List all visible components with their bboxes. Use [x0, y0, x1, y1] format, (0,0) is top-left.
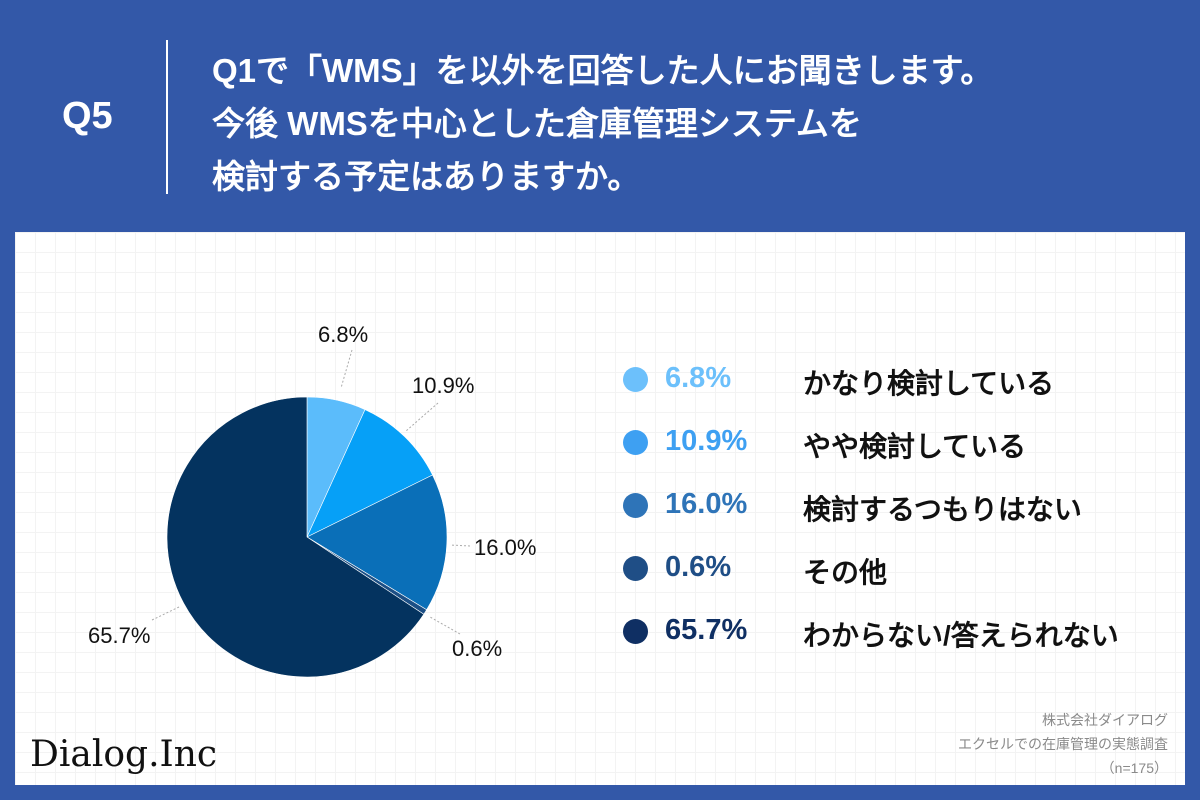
leader-line	[151, 606, 180, 621]
legend-value: 0.6%	[665, 551, 732, 583]
title-line: Q1で「WMS」を以外を回答した人にお聞きします。	[212, 52, 994, 89]
pie-slice	[306, 409, 433, 538]
title-line: 今後 WMSを中心とした倉庫管理システムを	[212, 105, 862, 142]
legend-dot-icon	[623, 367, 648, 392]
slice-label: 0.6%	[452, 636, 502, 661]
slice-label: 65.7%	[88, 623, 150, 648]
question-number: Q5	[62, 95, 113, 137]
pie-chart: 6.8% 10.9% 16.0% 0.6% 65.7%	[88, 322, 536, 678]
question-title: Q1で「WMS」を以外を回答した人にお聞きします。 今後 WMSを中心とした倉庫…	[212, 44, 993, 203]
legend-label: かなり検討している	[803, 368, 1055, 399]
legend-value: 65.7%	[665, 614, 748, 646]
leader-line	[340, 349, 353, 389]
legend-label: その他	[803, 557, 888, 588]
source-line: エクセルでの在庫管理の実態調査	[958, 736, 1168, 752]
legend-label: やや検討している	[803, 431, 1027, 462]
leader-line	[429, 616, 461, 635]
company-logo: Dialog.Inc	[30, 734, 218, 775]
slice-label: 6.8%	[318, 322, 368, 347]
legend-value: 6.8%	[665, 362, 732, 394]
legend-dot-icon	[623, 493, 648, 518]
header-divider	[166, 40, 168, 194]
legend-dot-icon	[623, 619, 648, 644]
slice-label: 16.0%	[474, 535, 536, 560]
leader-line	[405, 402, 439, 432]
leader-line	[449, 544, 471, 547]
legend-dot-icon	[623, 430, 648, 455]
legend-label: 検討するつもりはない	[803, 494, 1082, 525]
legend-label: わからない/答えられない	[803, 620, 1119, 651]
pie-slice	[306, 474, 448, 611]
source-line: （n=175）	[1100, 760, 1168, 776]
slice-label: 10.9%	[412, 373, 474, 398]
legend-value: 16.0%	[665, 488, 748, 520]
legend-value: 10.9%	[665, 425, 748, 457]
source-note: 株式会社ダイアログ エクセルでの在庫管理の実態調査 （n=175）	[958, 708, 1168, 780]
source-line: 株式会社ダイアログ	[1042, 712, 1168, 728]
title-line: 検討する予定はありますか。	[212, 158, 641, 195]
legend-dot-icon	[623, 556, 648, 581]
pie-slice	[166, 396, 425, 678]
chart-card: 6.8% 10.9% 16.0% 0.6% 65.7% 6.8% かなり検討している 1…	[15, 232, 1185, 785]
